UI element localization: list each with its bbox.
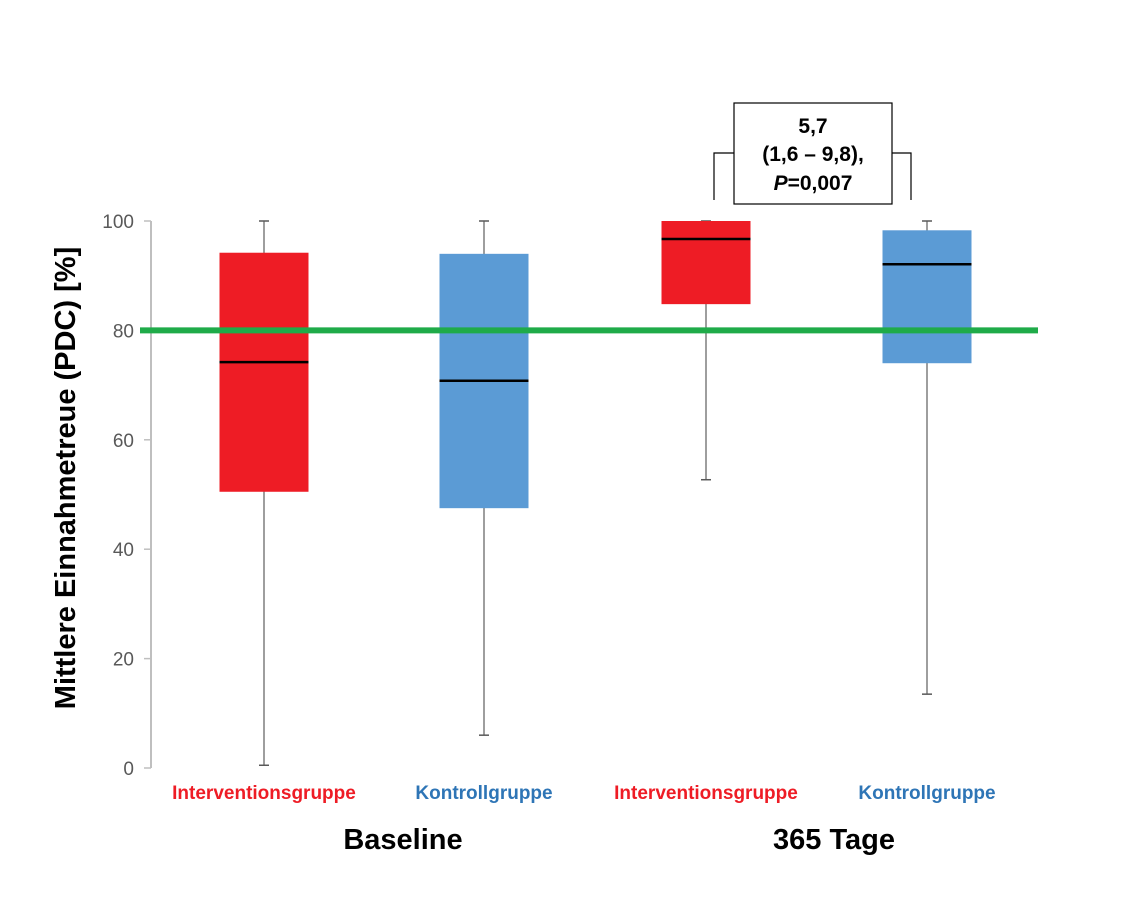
category-label: Interventionsgruppe	[172, 783, 356, 804]
significance-annotation: 5,7 (1,6 – 9,8), P=0,007	[713, 102, 912, 205]
bracket-left	[713, 152, 734, 200]
y-tick-label: 40	[113, 540, 134, 561]
annotation-box	[733, 102, 893, 205]
y-tick-label: 60	[113, 431, 134, 452]
box-1	[219, 220, 309, 767]
box-iqr	[661, 221, 751, 305]
annotation-pvalue: P=0,007	[774, 172, 853, 195]
boxes	[219, 220, 972, 767]
y-axis: 0 20 40 60 80 100	[102, 212, 152, 780]
category-label: Interventionsgruppe	[614, 783, 798, 804]
annotation-p-symbol: P	[774, 172, 789, 195]
annotation-ci: (1,6 – 9,8),	[762, 143, 864, 166]
y-tick-label: 20	[113, 650, 134, 671]
bracket-right	[892, 152, 912, 200]
group-labels: Baseline 365 Tage	[343, 824, 895, 856]
box-2	[439, 220, 529, 736]
y-axis-label: Mittlere Einnahmetreue (PDC) [%]	[50, 247, 82, 709]
annotation-effect: 5,7	[798, 115, 827, 138]
y-tick-label: 0	[123, 759, 134, 780]
box-4	[882, 220, 972, 695]
category-label: Kontrollgruppe	[415, 783, 552, 804]
y-tick-label: 100	[102, 212, 134, 233]
category-label: Kontrollgruppe	[858, 783, 995, 804]
group-label: 365 Tage	[773, 824, 895, 856]
group-label: Baseline	[343, 824, 462, 856]
y-tick-label: 80	[113, 321, 134, 342]
box-iqr	[219, 252, 309, 492]
box-3	[661, 220, 751, 481]
category-labels: Interventionsgruppe Kontrollgruppe Interve…	[172, 783, 995, 804]
box-iqr	[882, 230, 972, 364]
annotation-p-value: =0,007	[788, 172, 853, 195]
